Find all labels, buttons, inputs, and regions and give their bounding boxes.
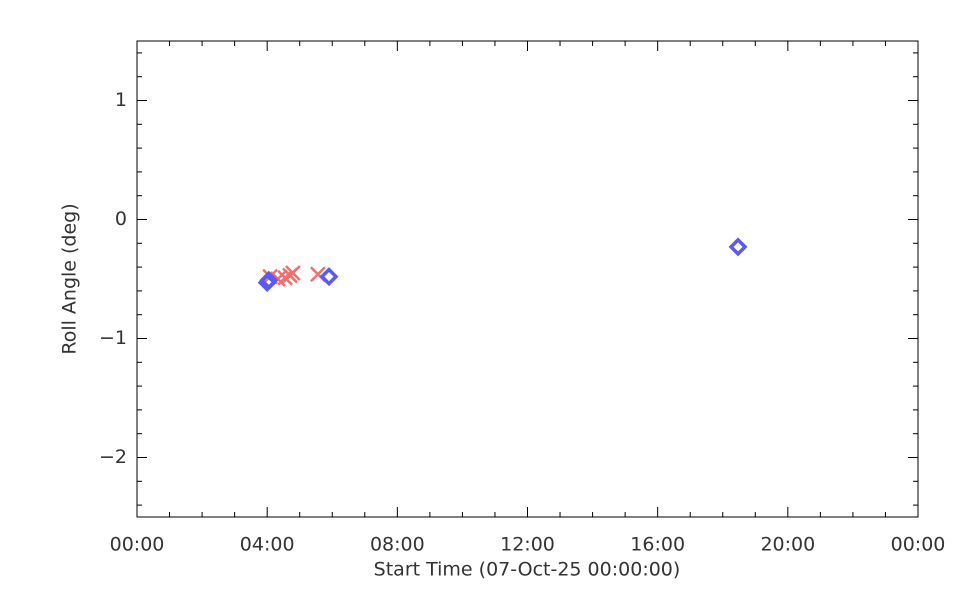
x-tick-label: 12:00 — [500, 534, 555, 556]
diamond-marker — [319, 267, 339, 287]
y-tick-label: 0 — [115, 208, 127, 230]
x-marker — [284, 265, 301, 281]
x-tick-label: 20:00 — [760, 534, 815, 556]
plot-frame — [136, 40, 919, 518]
x-axis-title: Start Time (07-Oct-25 00:00:00) — [374, 559, 681, 581]
x-tick-label: 16:00 — [630, 534, 685, 556]
x-tick-label: 00:00 — [891, 534, 946, 556]
y-tick-label: 1 — [115, 89, 127, 111]
y-tick-label: −1 — [99, 327, 127, 349]
diamond-marker — [259, 270, 279, 290]
y-tick-label: −2 — [99, 446, 127, 468]
diamond-marker — [728, 237, 748, 257]
x-tick-label: 04:00 — [240, 534, 295, 556]
x-tick-label: 00:00 — [110, 534, 165, 556]
x-marker — [277, 269, 293, 286]
x-tick-label: 08:00 — [370, 534, 425, 556]
y-axis-title: Roll Angle (deg) — [59, 203, 81, 354]
